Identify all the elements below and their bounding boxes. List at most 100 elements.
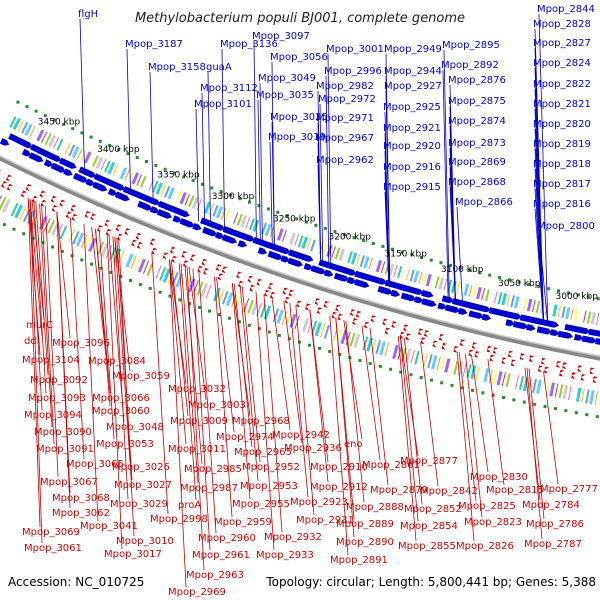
forward-gene-arrow[interactable]: [512, 321, 529, 330]
forward-gene-label[interactable]: Mpop_2944: [384, 66, 442, 77]
reverse-gene-arrow[interactable]: [335, 304, 341, 312]
forward-gene-label[interactable]: Mpop_3035: [256, 90, 314, 101]
forward-gene-arrow[interactable]: [472, 303, 491, 313]
reverse-gene-arrow[interactable]: [181, 251, 188, 258]
reverse-gene-arrow[interactable]: [391, 321, 397, 328]
forward-gene-arrow[interactable]: [0, 138, 10, 146]
forward-gene-arrow[interactable]: [287, 257, 303, 267]
forward-gene-arrow[interactable]: [59, 157, 77, 169]
reverse-gene-arrow[interactable]: [441, 342, 447, 350]
forward-gene-label[interactable]: Mpop_3019: [268, 132, 326, 143]
forward-gene-arrow[interactable]: [49, 153, 62, 162]
reverse-gene-label[interactable]: Mpop_3003: [188, 400, 246, 411]
reverse-gene-arrow[interactable]: [577, 365, 583, 372]
forward-gene-arrow[interactable]: [92, 181, 108, 192]
reverse-gene-label[interactable]: Mpop_2890: [336, 537, 394, 548]
reverse-gene-label[interactable]: Mpop_2830: [470, 472, 528, 483]
reverse-gene-label[interactable]: Mpop_2942: [272, 430, 330, 441]
forward-gene-label[interactable]: Mpop_2817: [533, 179, 591, 190]
forward-gene-arrow[interactable]: [400, 292, 417, 302]
reverse-gene-arrow[interactable]: [559, 369, 565, 377]
reverse-gene-arrow[interactable]: [170, 246, 176, 254]
reverse-gene-label[interactable]: Mpop_3068: [52, 493, 110, 504]
forward-gene-arrow[interactable]: [540, 319, 559, 328]
reverse-gene-arrow[interactable]: [201, 258, 208, 266]
forward-gene-arrow[interactable]: [557, 330, 573, 339]
forward-gene-label[interactable]: Mpop_2996: [324, 66, 382, 77]
forward-gene-label[interactable]: Mpop_2892: [441, 60, 499, 71]
reverse-gene-label[interactable]: Mpop_2923: [290, 497, 348, 508]
forward-gene-arrow[interactable]: [280, 255, 290, 263]
forward-gene-label[interactable]: Mpop_2800: [537, 221, 595, 232]
reverse-gene-label[interactable]: Mpop_2910: [310, 462, 368, 473]
reverse-gene-arrow[interactable]: [453, 345, 459, 353]
reverse-gene-arrow[interactable]: [355, 310, 362, 318]
reverse-gene-arrow[interactable]: [424, 330, 430, 337]
reverse-gene-arrow[interactable]: [50, 195, 57, 203]
reverse-gene-label[interactable]: Mpop_3009: [170, 416, 228, 427]
reverse-gene-arrow[interactable]: [70, 204, 77, 212]
reverse-gene-arrow[interactable]: [182, 260, 189, 268]
reverse-gene-label[interactable]: Mpop_3041: [80, 521, 138, 532]
forward-gene-label[interactable]: Mpop_2818: [533, 159, 591, 170]
reverse-gene-arrow[interactable]: [492, 347, 499, 354]
reverse-gene-label[interactable]: Mpop_2823: [464, 517, 522, 528]
forward-gene-arrow[interactable]: [177, 208, 190, 218]
reverse-gene-label[interactable]: Mpop_2963: [186, 570, 244, 581]
forward-gene-arrow[interactable]: [202, 226, 218, 237]
reverse-gene-arrow[interactable]: [6, 183, 13, 191]
forward-gene-arrow[interactable]: [481, 313, 492, 321]
reverse-gene-arrow[interactable]: [221, 266, 228, 274]
forward-gene-arrow[interactable]: [257, 247, 268, 255]
forward-gene-arrow[interactable]: [142, 194, 161, 206]
reverse-gene-label[interactable]: Mpop_2955: [232, 499, 290, 510]
reverse-gene-arrow[interactable]: [459, 339, 466, 347]
reverse-gene-arrow[interactable]: [296, 300, 302, 308]
reverse-gene-label[interactable]: Mpop_2912: [310, 482, 368, 493]
reverse-gene-label[interactable]: Mpop_2960: [198, 533, 256, 544]
reverse-gene-arrow[interactable]: [316, 307, 323, 315]
forward-gene-arrow[interactable]: [156, 209, 172, 219]
reverse-gene-arrow[interactable]: [571, 372, 577, 379]
reverse-gene-label[interactable]: Mpop_2815: [486, 485, 544, 496]
forward-gene-label[interactable]: Mpop_2925: [383, 102, 441, 113]
reverse-gene-arrow[interactable]: [264, 289, 270, 297]
reverse-gene-arrow[interactable]: [20, 190, 27, 198]
reverse-gene-label[interactable]: Mpop_3059: [112, 371, 170, 382]
reverse-gene-label[interactable]: Mpop_3069: [22, 527, 80, 538]
reverse-gene-arrow[interactable]: [541, 357, 547, 365]
forward-gene-arrow[interactable]: [581, 335, 597, 344]
reverse-gene-label[interactable]: Mpop_3104: [22, 355, 80, 366]
forward-gene-arrow[interactable]: [496, 309, 515, 318]
reverse-gene-arrow[interactable]: [420, 337, 426, 345]
reverse-gene-label[interactable]: Mpop_2985: [184, 464, 242, 475]
forward-gene-label[interactable]: Mpop_2827: [533, 38, 591, 49]
forward-gene-label[interactable]: Mpop_2821: [533, 99, 591, 110]
forward-gene-arrow[interactable]: [28, 152, 44, 163]
reverse-gene-label[interactable]: Mpop_3027: [114, 480, 172, 491]
forward-gene-label[interactable]: Mpop_2819: [533, 139, 591, 150]
forward-gene-label[interactable]: Mpop_2873: [448, 138, 506, 149]
reverse-gene-label[interactable]: Mpop_3053: [96, 439, 154, 450]
forward-gene-arrow[interactable]: [452, 298, 471, 308]
reverse-gene-arrow[interactable]: [384, 327, 391, 335]
forward-gene-label[interactable]: Mpop_2982: [316, 81, 374, 92]
reverse-gene-arrow[interactable]: [149, 238, 156, 246]
reverse-gene-arrow[interactable]: [197, 265, 204, 273]
forward-gene-arrow[interactable]: [536, 326, 552, 335]
reverse-gene-arrow[interactable]: [40, 199, 47, 207]
reverse-gene-label[interactable]: Mpop_2825: [458, 501, 516, 512]
forward-gene-arrow[interactable]: [421, 289, 434, 298]
forward-gene-arrow[interactable]: [149, 206, 160, 214]
forward-gene-arrow[interactable]: [303, 263, 313, 271]
reverse-gene-arrow[interactable]: [288, 289, 295, 297]
reverse-gene-arrow[interactable]: [117, 233, 123, 241]
forward-gene-arrow[interactable]: [85, 178, 95, 187]
reverse-gene-label[interactable]: Mpop_2974: [216, 432, 274, 443]
forward-gene-arrow[interactable]: [421, 298, 437, 307]
reverse-gene-arrow[interactable]: [489, 354, 495, 362]
forward-gene-arrow[interactable]: [346, 276, 357, 284]
forward-gene-label[interactable]: Mpop_2868: [448, 177, 506, 188]
forward-gene-label[interactable]: Mpop_2920: [383, 141, 441, 152]
forward-gene-label[interactable]: Mpop_3112: [200, 83, 258, 94]
